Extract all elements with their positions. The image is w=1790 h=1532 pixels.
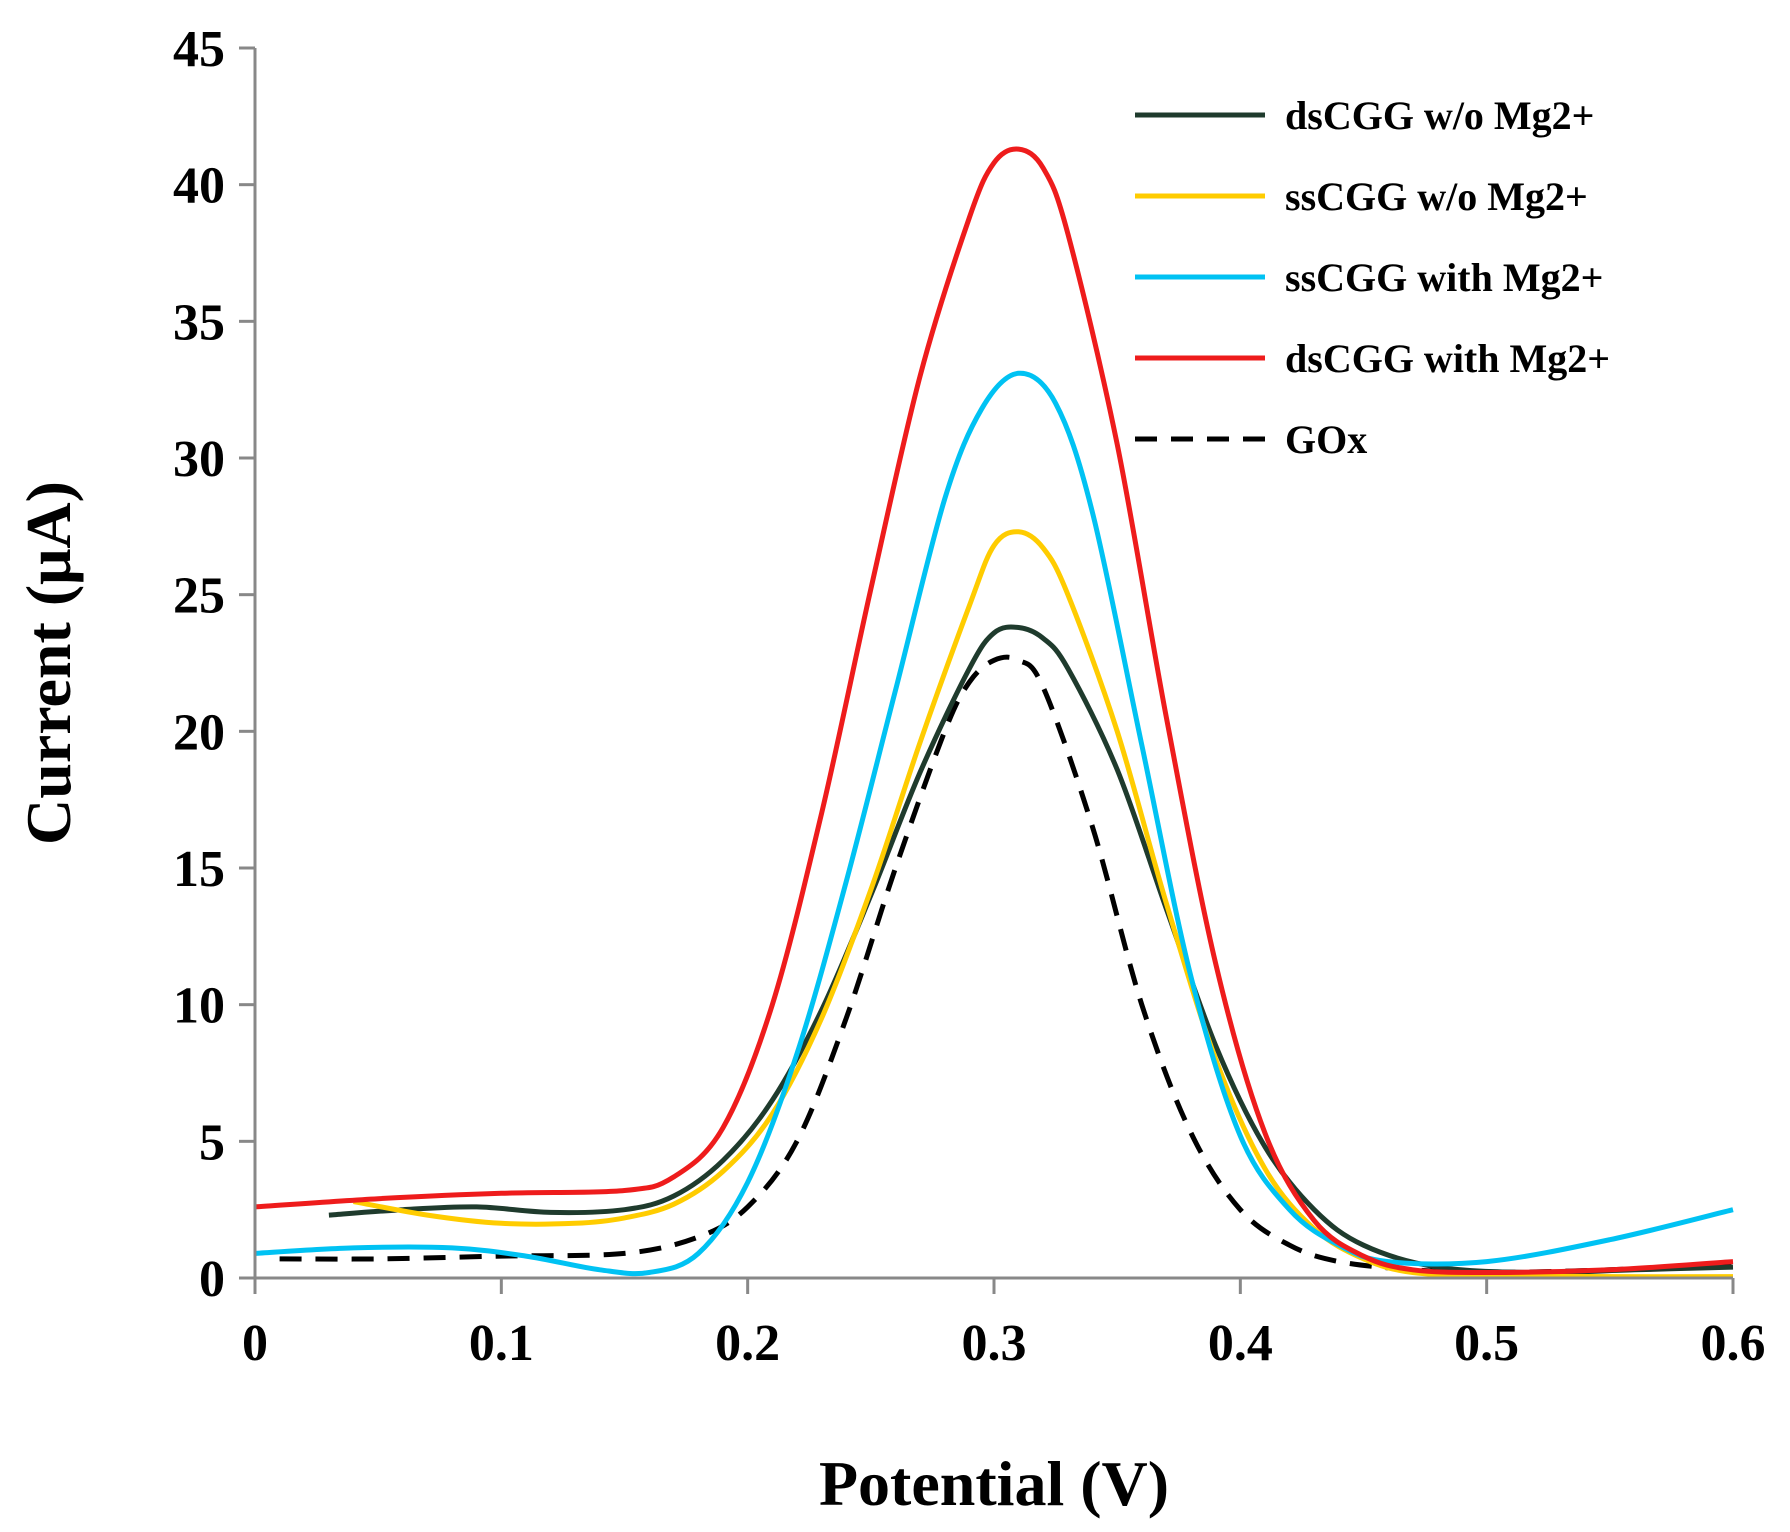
x-tick-label: 0.2 — [715, 1315, 780, 1372]
legend-label: ssCGG with Mg2+ — [1285, 255, 1603, 300]
y-tick-label: 0 — [199, 1251, 225, 1308]
x-ticks: 0 0.1 0.2 0.3 0.4 0.5 0.6 — [242, 1278, 1766, 1372]
x-tick-label: 0.6 — [1701, 1315, 1766, 1372]
x-tick-label: 0.3 — [962, 1315, 1027, 1372]
x-tick-label: 0.1 — [469, 1315, 534, 1372]
y-tick-label: 20 — [173, 704, 225, 761]
x-tick-label: 0.4 — [1208, 1315, 1273, 1372]
y-ticks: 0 5 10 15 20 25 30 35 40 45 — [173, 21, 255, 1308]
y-tick-label: 15 — [173, 841, 225, 898]
y-tick-label: 35 — [173, 294, 225, 351]
y-tick-label: 25 — [173, 568, 225, 625]
legend-label: GOx — [1285, 417, 1367, 462]
legend-label: ssCGG w/o Mg2+ — [1285, 174, 1588, 219]
series-line-3 — [254, 146, 1734, 1275]
y-axis-title: Current (μA) — [13, 481, 84, 845]
y-tick-label: 5 — [199, 1114, 225, 1171]
x-tick-label: 0.5 — [1454, 1315, 1519, 1372]
y-tick-label: 45 — [173, 21, 225, 78]
legend-label: dsCGG w/o Mg2+ — [1285, 93, 1594, 138]
series-line-4 — [279, 654, 1734, 1275]
series-line-0 — [328, 624, 1734, 1276]
x-axis-title: Potential (V) — [819, 1448, 1169, 1519]
plot-lines — [254, 146, 1734, 1280]
legend-label: dsCGG with Mg2+ — [1285, 336, 1610, 381]
y-tick-label: 30 — [173, 431, 225, 488]
x-tick-label: 0 — [242, 1315, 268, 1372]
y-tick-label: 40 — [173, 158, 225, 215]
y-tick-label: 10 — [173, 978, 225, 1035]
legend: dsCGG w/o Mg2+ ssCGG w/o Mg2+ ssCGG with M… — [1135, 93, 1610, 462]
